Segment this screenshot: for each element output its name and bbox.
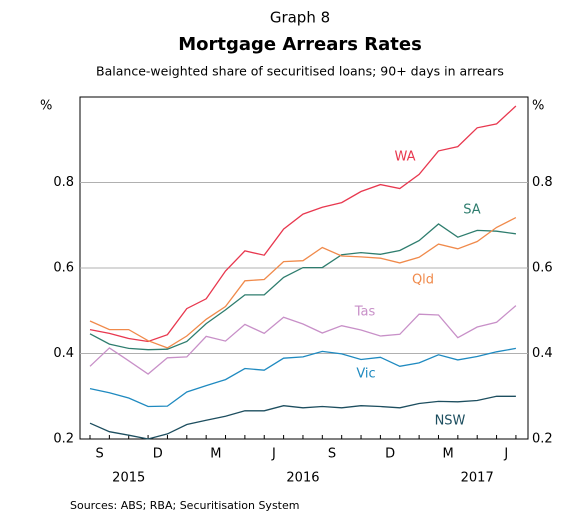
source-note: Sources: ABS; RBA; Securitisation System xyxy=(70,499,299,512)
y-tick-label: 0.6 xyxy=(532,261,553,276)
series-label: Tas xyxy=(354,305,376,320)
x-tick-label: M xyxy=(210,447,221,462)
x-year-label: 2017 xyxy=(461,471,494,486)
series-line xyxy=(89,395,516,440)
series-label: NSW xyxy=(435,414,466,429)
series-line xyxy=(89,105,517,343)
chart-supertitle: Graph 8 xyxy=(270,9,330,27)
series-line xyxy=(89,347,517,408)
y-tick-label: 0.2 xyxy=(53,432,74,447)
x-tick-label: D xyxy=(385,447,395,462)
series-line xyxy=(89,223,516,351)
x-year-label: 2016 xyxy=(286,471,319,486)
y-tick-label: 0.8 xyxy=(532,175,553,190)
x-tick-label: J xyxy=(271,447,276,462)
chart-title: Mortgage Arrears Rates xyxy=(178,34,422,55)
series-label: WA xyxy=(394,150,415,165)
x-tick-label: J xyxy=(503,447,508,462)
y-tick-label: 0.2 xyxy=(532,432,553,447)
y-tick-label: 0.6 xyxy=(53,261,74,276)
chart-subtitle: Balance-weighted share of securitised lo… xyxy=(96,64,504,79)
y-unit: % xyxy=(532,99,544,114)
y-unit: % xyxy=(40,99,52,114)
x-tick-label: S xyxy=(96,447,104,462)
series-line xyxy=(89,217,517,349)
x-tick-label: D xyxy=(153,447,163,462)
series-label: SA xyxy=(463,203,480,218)
x-tick-label: S xyxy=(328,447,336,462)
series-line xyxy=(89,305,517,375)
y-tick-label: 0.4 xyxy=(53,346,74,361)
x-tick-label: M xyxy=(443,447,454,462)
series-label: Vic xyxy=(356,367,375,382)
series-label: Qld xyxy=(412,273,434,288)
y-tick-label: 0.4 xyxy=(532,346,553,361)
y-tick-label: 0.8 xyxy=(53,175,74,190)
x-year-label: 2015 xyxy=(112,471,145,486)
